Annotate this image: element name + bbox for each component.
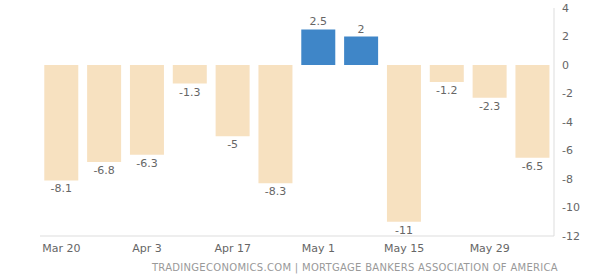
svg-text:-8: -8: [562, 173, 573, 186]
svg-text:-6: -6: [562, 144, 573, 157]
svg-text:-1.3: -1.3: [179, 86, 200, 99]
svg-text:-10: -10: [562, 201, 580, 214]
svg-text:-12: -12: [562, 230, 580, 243]
svg-text:May 29: May 29: [470, 242, 510, 255]
svg-text:May 15: May 15: [384, 242, 424, 255]
svg-text:4: 4: [562, 2, 569, 15]
svg-text:Apr 17: Apr 17: [214, 242, 251, 255]
svg-text:2.5: 2.5: [310, 15, 328, 28]
svg-text:-2.3: -2.3: [479, 100, 500, 113]
svg-text:-1.2: -1.2: [436, 84, 457, 97]
svg-text:May 1: May 1: [302, 242, 335, 255]
svg-text:-6.3: -6.3: [136, 157, 157, 170]
html-text:TRADINGECONOMICS.COM | MORTGAG: TRADINGECONOMICS.COM | MORTGAGE BANKERS …: [151, 262, 558, 273]
svg-text:Mar 20: Mar 20: [42, 242, 80, 255]
svg-text:0: 0: [562, 59, 569, 72]
svg-text:-2: -2: [562, 87, 573, 100]
svg-text:-6.5: -6.5: [522, 160, 543, 173]
svg-text:-4: -4: [562, 116, 573, 129]
svg-text:-11: -11: [395, 224, 413, 237]
svg-text:2: 2: [358, 23, 365, 36]
svg-text:Apr 3: Apr 3: [132, 242, 162, 255]
svg-text:-6.8: -6.8: [93, 164, 114, 177]
svg-text:-8.1: -8.1: [51, 182, 72, 195]
svg-text:-5: -5: [227, 138, 238, 151]
svg-text:-8.3: -8.3: [265, 185, 286, 198]
svg-text:2: 2: [562, 30, 569, 43]
